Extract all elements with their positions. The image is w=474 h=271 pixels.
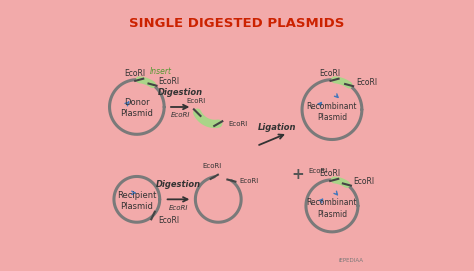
Text: EcoRI: EcoRI [309, 168, 328, 174]
Text: EcoRI: EcoRI [319, 169, 341, 178]
Text: Donor
Plasmid: Donor Plasmid [120, 98, 153, 118]
Text: EcoRI: EcoRI [171, 112, 190, 118]
Text: EcoRI: EcoRI [319, 69, 341, 78]
Text: EcoRI: EcoRI [202, 163, 221, 169]
Text: EcoRI: EcoRI [186, 98, 206, 104]
Text: EcoRI: EcoRI [159, 77, 180, 86]
Text: EcoRI: EcoRI [239, 178, 258, 183]
Text: Digestion: Digestion [157, 88, 203, 96]
Text: Ligation: Ligation [258, 123, 297, 132]
Text: EcoRI: EcoRI [228, 121, 248, 127]
Text: EcoRI: EcoRI [169, 205, 188, 211]
Text: EcoRI: EcoRI [158, 216, 179, 225]
Text: Insert: Insert [150, 67, 172, 76]
Text: +: + [292, 167, 304, 182]
Text: Recombinant
Plasmid: Recombinant Plasmid [307, 102, 357, 122]
Text: EcoRI: EcoRI [125, 69, 146, 78]
Text: iEPEDIAA: iEPEDIAA [338, 258, 363, 263]
Text: EcoRI: EcoRI [354, 177, 375, 186]
Text: Recipient
Plasmid: Recipient Plasmid [117, 191, 156, 211]
Text: Digestion: Digestion [156, 180, 201, 189]
Text: Recombinant
Plasmid: Recombinant Plasmid [307, 198, 357, 218]
Text: SINGLE DIGESTED PLASMIDS: SINGLE DIGESTED PLASMIDS [129, 17, 345, 30]
Text: EcoRI: EcoRI [356, 78, 377, 87]
